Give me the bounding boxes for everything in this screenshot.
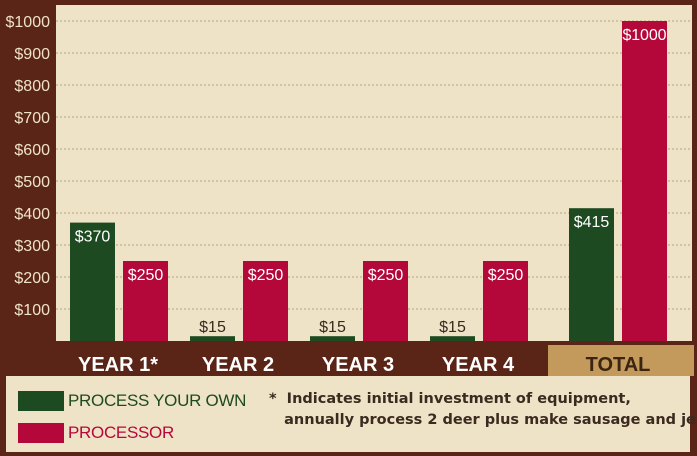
- x-tick-label: YEAR 1*: [78, 354, 158, 376]
- y-tick-label: $600: [14, 142, 50, 159]
- y-tick-label: $900: [14, 46, 50, 63]
- y-tick-label: $300: [14, 238, 50, 255]
- data-label: $1000: [623, 27, 667, 44]
- bar: [569, 208, 614, 341]
- legend-label-process-your-own: PROCESS YOUR OWN: [68, 391, 247, 410]
- bar: [363, 261, 408, 341]
- bar-chart: $100 $200 $300 $400 $500 $600 $700 $800 $900 $100…: [5, 5, 694, 376]
- y-tick-label: $400: [14, 206, 50, 223]
- bar: [622, 21, 667, 341]
- x-tick-label: YEAR 3: [322, 354, 394, 376]
- legend-swatch-process-your-own: [18, 391, 64, 411]
- data-label: $15: [199, 319, 226, 336]
- y-tick-label: $1000: [6, 14, 51, 31]
- legend-swatch-processor: [18, 423, 64, 443]
- data-label: $250: [128, 267, 164, 284]
- bar: [310, 336, 355, 341]
- data-label: $415: [574, 214, 610, 231]
- y-axis-tick-labels: $100 $200 $300 $400 $500 $600 $700 $800 $900 $100…: [6, 14, 51, 319]
- x-tick-label: YEAR 4: [442, 354, 515, 376]
- y-tick-label: $500: [14, 174, 50, 191]
- y-tick-label: $800: [14, 78, 50, 95]
- bar: [123, 261, 168, 341]
- data-label: $370: [75, 229, 111, 246]
- data-label: $250: [488, 267, 524, 284]
- total-category-cell: [548, 345, 694, 376]
- x-tick-label: YEAR 2: [202, 354, 274, 376]
- bar: [243, 261, 288, 341]
- bar: [483, 261, 528, 341]
- data-label: $250: [368, 267, 404, 284]
- bars: [70, 21, 667, 341]
- legend: PROCESS YOUR OWN PROCESSOR * Indicates i…: [6, 376, 697, 452]
- bar: [70, 222, 115, 341]
- data-label: $15: [439, 319, 466, 336]
- x-axis-category-labels: YEAR 1* YEAR 2 YEAR 3 YEAR 4 TOTAL: [78, 354, 650, 376]
- x-tick-label: TOTAL: [586, 354, 651, 376]
- y-tick-label: $200: [14, 270, 50, 287]
- legend-label-processor: PROCESSOR: [68, 423, 174, 442]
- y-tick-label: $700: [14, 110, 50, 127]
- footnote: * Indicates initial investment of equipm…: [269, 391, 697, 428]
- bar: [430, 336, 475, 341]
- bar: [190, 336, 235, 341]
- y-tick-label: $100: [14, 302, 50, 319]
- data-label: $250: [248, 267, 284, 284]
- data-label: $15: [319, 319, 346, 336]
- value-labels: $370 $15 $15 $15 $415 $250 $250 $250 $250 $1000: [75, 27, 667, 336]
